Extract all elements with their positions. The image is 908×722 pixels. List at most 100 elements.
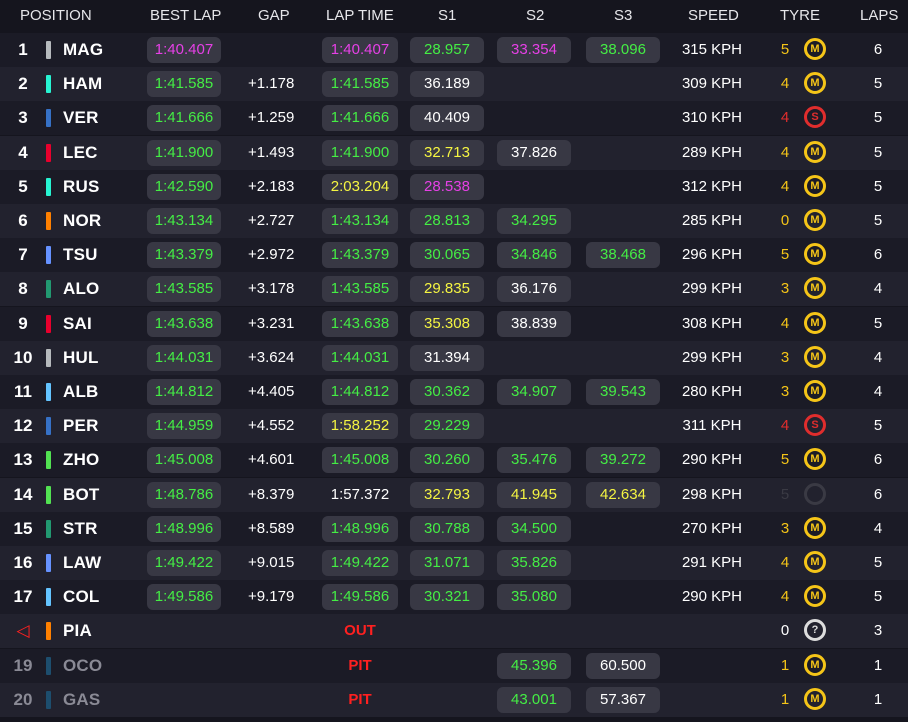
- position-number: 15: [13, 518, 33, 538]
- driver-row[interactable]: 15 STR 1:48.996 +8.589 1:48.996 30.788 34.500 2…: [0, 511, 908, 546]
- driver-row[interactable]: 1 MAG 1:40.407 1:40.407 28.957 33.354 38.096 31…: [0, 33, 908, 67]
- driver-row[interactable]: 20 GAS PIT 43.001 57.367 1 M 1: [0, 682, 908, 717]
- driver-row[interactable]: 9 SAI 1:43.638 +3.231 1:43.638 35.308 38.839 30…: [0, 306, 908, 341]
- driver-code[interactable]: OCO: [63, 655, 103, 675]
- driver-row[interactable]: 17 COL 1:49.586 +9.179 1:49.586 30.321 35.080 2…: [0, 580, 908, 615]
- driver-row[interactable]: 5 RUS 1:42.590 +2.183 2:03.204 28.538 312 KPH 4…: [0, 169, 908, 204]
- position-number: ◁: [16, 621, 30, 641]
- header-lap-time[interactable]: LAP TIME: [326, 7, 394, 24]
- header-s1[interactable]: S1: [438, 7, 457, 24]
- speed-trap: 270 KPH: [681, 519, 743, 537]
- last-lap-time: 1:44.812: [322, 379, 398, 405]
- sector-s3-time: 42.634: [586, 481, 660, 508]
- driver-code[interactable]: STR: [63, 518, 98, 538]
- driver-row[interactable]: 6 NOR 1:43.134 +2.727 1:43.134 28.813 34.295 28…: [0, 204, 908, 238]
- driver-code[interactable]: MAG: [63, 40, 104, 59]
- driver-code[interactable]: PIA: [63, 621, 92, 641]
- driver-row[interactable]: 13 ZHO 1:45.008 +4.601 1:45.008 30.260 35.476 3…: [0, 443, 908, 478]
- lap-count: 5: [873, 417, 883, 435]
- tyre-compound-icon: M: [804, 38, 826, 60]
- sector-s1-time: 28.538: [410, 173, 484, 200]
- team-color-bar: [46, 383, 51, 401]
- driver-code[interactable]: LAW: [63, 553, 102, 572]
- header-position[interactable]: POSITION: [20, 7, 92, 24]
- tyre-age: 3: [780, 280, 790, 298]
- driver-row[interactable]: 12 PER 1:44.959 +4.552 1:58.252 29.229 311 KPH…: [0, 409, 908, 444]
- sector-s1-time: 32.713: [410, 139, 484, 166]
- header-tyre[interactable]: TYRE: [780, 7, 821, 24]
- sector-s1-time: 31.394: [410, 344, 484, 371]
- gap-value: +8.379: [248, 485, 295, 503]
- speed-trap: 309 KPH: [681, 75, 743, 93]
- best-lap-time: 1:44.959: [147, 413, 221, 440]
- driver-row[interactable]: 19 OCO PIT 45.396 60.500 1 M 1: [0, 648, 908, 683]
- driver-code[interactable]: GAS: [63, 689, 101, 709]
- driver-code[interactable]: COL: [63, 587, 100, 607]
- header-speed[interactable]: SPEED: [688, 7, 739, 24]
- sector-s3-time: 57.367: [586, 686, 660, 713]
- driver-row[interactable]: 16 LAW 1:49.422 +9.015 1:49.422 31.071 35.826 2…: [0, 546, 908, 580]
- tyre-age: 5: [780, 485, 790, 503]
- header-gap[interactable]: GAP: [258, 7, 290, 24]
- tyre-age: 4: [780, 109, 790, 127]
- sector-s1-time: 31.071: [410, 550, 484, 576]
- driver-row[interactable]: 7 TSU 1:43.379 +2.972 1:43.379 30.065 34.846 38…: [0, 238, 908, 273]
- last-lap-time: 1:43.379: [322, 242, 398, 269]
- sector-s1-time: 30.788: [410, 515, 484, 542]
- position-number: 13: [13, 450, 33, 470]
- driver-code[interactable]: BOT: [63, 484, 100, 504]
- driver-code[interactable]: VER: [63, 108, 99, 128]
- tyre-age: 4: [780, 417, 790, 435]
- driver-row[interactable]: 4 LEC 1:41.900 +1.493 1:41.900 32.713 37.826 28…: [0, 135, 908, 170]
- speed-trap: 311 KPH: [682, 417, 742, 435]
- speed-trap: 299 KPH: [681, 348, 743, 366]
- sector-s2-time: 45.396: [497, 652, 571, 679]
- driver-row[interactable]: 2 HAM 1:41.585 +1.178 1:41.585 36.189 309 KPH 4…: [0, 67, 908, 102]
- driver-code[interactable]: RUS: [63, 176, 100, 196]
- speed-trap: 290 KPH: [681, 451, 743, 469]
- driver-row[interactable]: 11 ALB 1:44.812 +4.405 1:44.812 30.362 34.907 3…: [0, 375, 908, 409]
- driver-code[interactable]: ZHO: [63, 450, 100, 470]
- sector-s2-time: 37.826: [497, 139, 571, 166]
- driver-code[interactable]: HUL: [63, 347, 99, 367]
- header-s3[interactable]: S3: [614, 7, 633, 24]
- sector-s2-time: 41.945: [497, 481, 571, 508]
- driver-code[interactable]: TSU: [63, 245, 98, 265]
- tyre-compound-icon: M: [804, 72, 826, 95]
- lap-count: 5: [873, 143, 883, 161]
- team-color-bar: [46, 41, 51, 59]
- header-laps[interactable]: LAPS: [860, 7, 899, 24]
- tyre-age: 5: [780, 246, 790, 264]
- sector-s1-time: 29.229: [410, 413, 484, 440]
- driver-code[interactable]: NOR: [63, 211, 102, 230]
- driver-code[interactable]: ALB: [63, 382, 99, 401]
- speed-trap: 291 KPH: [681, 554, 743, 571]
- driver-row[interactable]: 3 VER 1:41.666 +1.259 1:41.666 40.409 310 KPH 4…: [0, 101, 908, 136]
- driver-row[interactable]: 14 BOT 1:48.786 +8.379 1:57.372 32.793 41.945 4…: [0, 477, 908, 512]
- driver-code[interactable]: PER: [63, 416, 99, 436]
- speed-trap: 299 KPH: [681, 280, 743, 298]
- lap-count: 5: [873, 75, 883, 93]
- driver-row[interactable]: 10 HUL 1:44.031 +3.624 1:44.031 31.394 299 KPH…: [0, 340, 908, 375]
- header-s2[interactable]: S2: [526, 7, 545, 24]
- gap-value: +1.259: [248, 109, 295, 127]
- last-lap-time: 1:41.900: [322, 139, 398, 166]
- header-best-lap[interactable]: BEST LAP: [150, 7, 222, 24]
- driver-code[interactable]: ALO: [63, 279, 100, 299]
- sector-s1-time: 28.813: [410, 208, 484, 234]
- driver-code[interactable]: HAM: [63, 74, 103, 94]
- driver-code[interactable]: LEC: [63, 142, 98, 162]
- speed-trap: 290 KPH: [681, 588, 743, 606]
- last-lap-time: 1:40.407: [322, 37, 398, 63]
- tyre-compound-icon: M: [804, 516, 826, 539]
- gap-value: +2.972: [248, 246, 295, 264]
- driver-row[interactable]: ◁ PIA OUT 0? 3: [0, 614, 908, 649]
- lap-count: 4: [873, 383, 883, 400]
- driver-code[interactable]: SAI: [63, 313, 92, 333]
- tyre-age: 4: [780, 143, 790, 161]
- best-lap-time: 1:41.585: [147, 71, 221, 98]
- best-lap-time: 1:49.422: [147, 550, 221, 576]
- gap-value: +3.624: [248, 348, 295, 366]
- driver-row[interactable]: 8 ALO 1:43.585 +3.178 1:43.585 29.835 36.176 29…: [0, 272, 908, 307]
- sector-s2-time: 35.080: [497, 584, 571, 611]
